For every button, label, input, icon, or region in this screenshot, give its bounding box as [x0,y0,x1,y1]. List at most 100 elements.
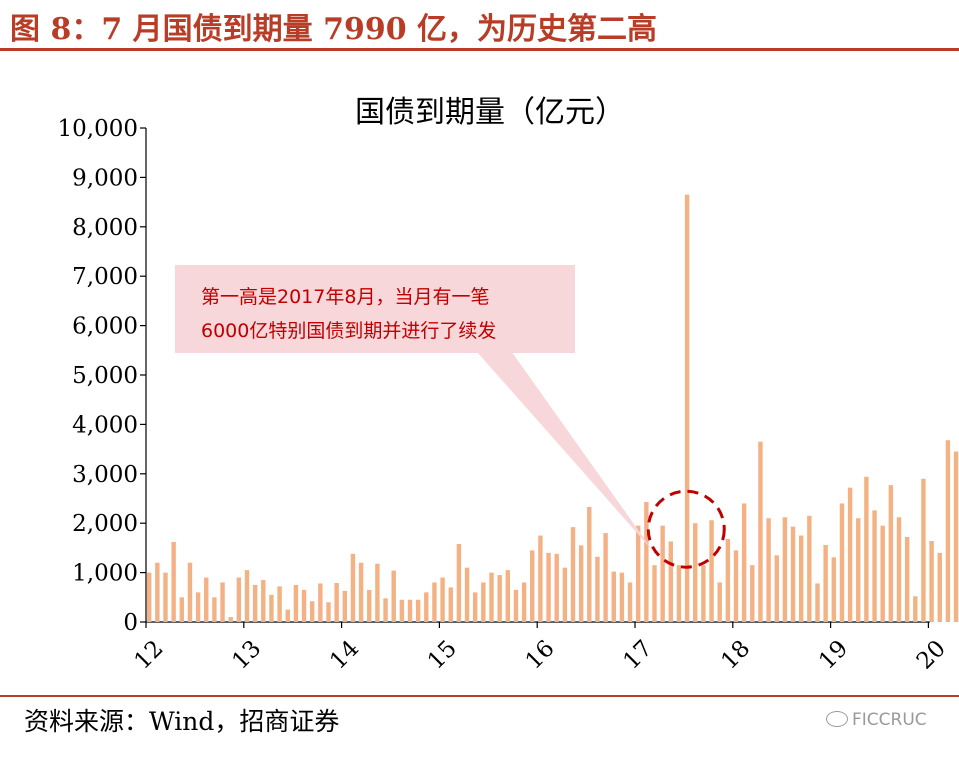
bar [595,556,600,622]
bar [342,590,347,622]
bar [701,565,706,622]
bar [603,533,608,622]
x-tick-label: 17 [619,636,658,675]
bar [872,510,877,622]
bar [432,582,437,622]
bar [945,440,951,622]
bar [587,506,592,622]
bar [913,596,918,622]
bar [147,572,152,622]
bar [847,487,853,622]
y-tick-label: 4,000 [72,412,138,438]
bar [391,570,396,622]
bar [888,485,894,622]
bar [831,557,836,622]
bar [293,584,299,622]
bar [807,515,812,622]
bar [815,583,820,622]
bar [570,527,576,622]
bar [513,589,519,622]
x-axis: 12131415161718192021 [130,621,951,675]
y-tick-label: 5,000 [72,363,138,389]
bar [212,597,217,622]
title-underline [0,48,959,51]
bar [741,503,747,622]
bar [301,589,307,622]
bar [774,555,779,622]
x-tick-label: 16 [521,636,560,675]
bar [562,567,568,622]
bar [481,582,486,622]
bar [473,592,478,622]
bar [367,589,372,622]
bar [676,565,682,622]
y-tick-label: 7,000 [72,264,138,290]
bar [236,577,242,622]
bar [269,594,274,622]
bar [644,501,649,622]
annotation-callout: 第一高是2017年8月，当月有一笔 6000亿特别国债到期并进行了续发 [175,265,726,569]
bar [896,517,902,622]
bar [505,570,510,622]
callout-text-line: 第一高是2017年8月，当月有一笔 [201,286,489,308]
bar [904,537,910,622]
bar [636,525,641,622]
bar [261,580,266,622]
bar [839,503,845,622]
bar-chart: 国债到期量（亿元） 0 1,000 2,000 3,000 4,000 5,000 6,00… [58,95,959,675]
bar [285,609,290,622]
bar [350,553,356,622]
y-tick-label: 3,000 [72,462,138,488]
bar [407,599,413,622]
bar [179,597,184,622]
x-tick-label: 13 [227,636,266,675]
bar [725,539,731,622]
bar [464,567,470,622]
bar [538,535,543,622]
chart-title: 国债到期量（亿元） [355,95,625,130]
bar [660,525,665,622]
bar [310,601,315,622]
bar [155,562,160,622]
bar [497,575,502,622]
bar [220,582,225,622]
y-axis: 0 1,000 2,000 3,000 4,000 5,000 6,000 7,000 8,00… [58,116,147,636]
y-tick-label: 1,000 [72,561,138,587]
bar [929,540,934,622]
highlight-circle [646,489,726,569]
y-tick-label: 9,000 [72,165,138,191]
y-tick-label: 2,000 [72,511,138,537]
source-rule [0,695,959,697]
bar [204,577,209,622]
watermark-text: FICCRUC [852,710,927,730]
source-text: 资料来源：Wind，招商证券 [24,707,340,736]
bar [399,599,405,622]
bar [611,571,616,622]
figure-title: 图 8：7 月国债到期量 7990 亿，为历史第二高 [10,12,658,47]
bar [864,476,869,622]
x-tick-label: 14 [325,636,364,675]
bar [921,478,926,622]
bar [953,451,959,622]
callout-box [175,265,575,353]
bar [163,572,168,622]
bar [684,194,690,622]
bar [880,525,885,622]
bar [823,544,828,622]
bar [456,543,462,622]
bar [766,518,771,622]
bar [856,518,861,622]
callout-text-line: 6000亿特别国债到期并进行了续发 [201,320,496,342]
x-tick-label: 12 [130,636,169,675]
bar [530,550,535,622]
bar [358,562,364,622]
y-tick-label: 10,000 [58,116,138,142]
bar [187,562,193,622]
bar [750,565,755,622]
wechat-icon [826,711,848,727]
bar [440,577,445,622]
bar [578,545,584,622]
bar [171,541,176,622]
bar [448,587,453,622]
bar [244,570,250,622]
